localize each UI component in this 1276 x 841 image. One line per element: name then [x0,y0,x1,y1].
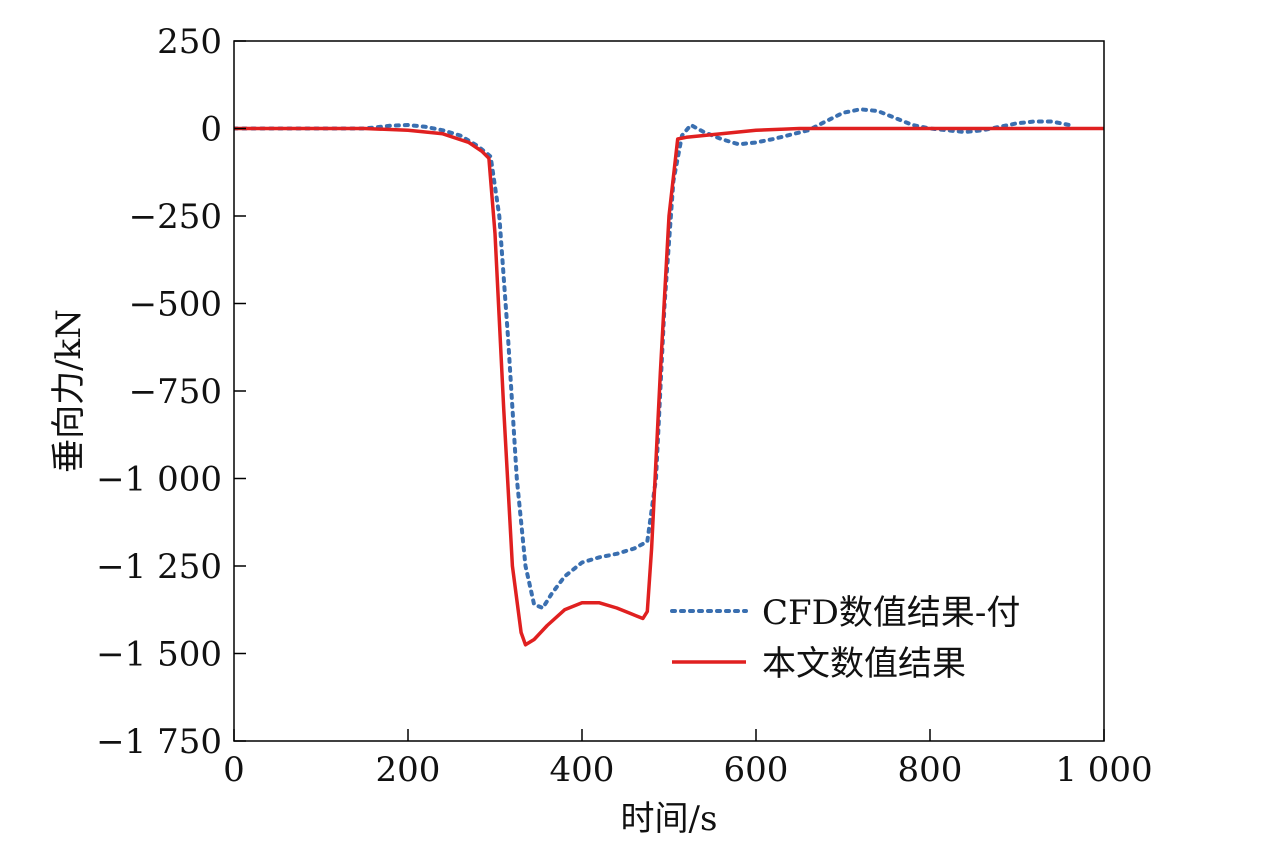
y-tick-label: −1 500 [96,635,222,675]
y-tick-label: −1 250 [96,547,222,587]
x-tick-label: 800 [898,750,963,790]
y-axis-label: 垂向力/kN [49,309,89,473]
y-tick-label: −500 [129,285,222,325]
legend-label-this-paper: 本文数值结果 [762,644,966,684]
legend-label-cfd: CFD数值结果-付 [762,593,1020,633]
x-tick-label: 600 [724,750,789,790]
y-axis: 250 0 −250 −500 −750 −1 000 −1 250 −1 500 −1 750 [96,22,246,762]
legend: CFD数值结果-付 本文数值结果 [670,593,1020,684]
y-tick-label: −250 [129,197,222,237]
x-tick-label: 0 [223,750,245,790]
y-tick-label: −1 750 [96,722,222,762]
y-tick-label: 250 [157,22,222,62]
y-tick-label: −750 [129,372,222,412]
x-axis: 0 200 400 600 800 1 000 [223,729,1153,790]
x-tick-label: 400 [550,750,615,790]
y-tick-label: 0 [200,110,222,150]
plot-frame [233,40,1105,742]
series-line-this-paper [234,126,1104,647]
series-layer [234,107,1104,647]
x-axis-label: 时间/s [621,799,718,839]
x-tick-label: 200 [376,750,441,790]
y-tick-label: −1 000 [96,460,222,500]
x-tick-label: 1 000 [1055,750,1152,790]
